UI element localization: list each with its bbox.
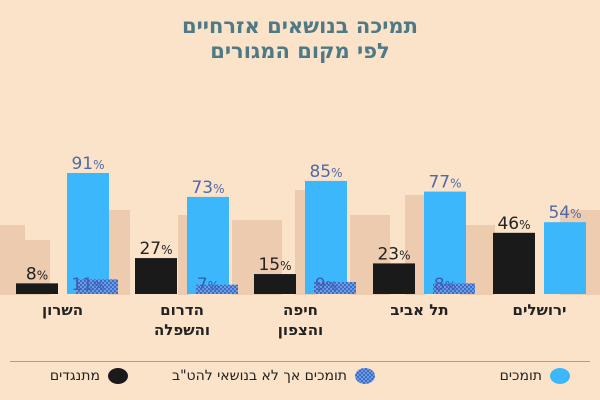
legend-item-opponents: מתנגדים bbox=[50, 368, 128, 384]
category-label: הדרום bbox=[160, 301, 204, 319]
legend-swatch bbox=[108, 368, 128, 384]
data-label-opponents: 27% bbox=[139, 239, 172, 259]
legend-swatch bbox=[550, 368, 570, 384]
bar-partial-supporters bbox=[314, 282, 356, 294]
legend-swatch bbox=[355, 368, 375, 384]
category-label: ירושלים bbox=[513, 301, 567, 319]
data-label-opponents: 8% bbox=[26, 264, 48, 284]
subtitle-line: לפי מקום המגורים bbox=[210, 39, 390, 63]
chart-title: תמיכה בנושאים אזרחיים לפי מקום המגורים bbox=[0, 14, 600, 64]
building-shape bbox=[108, 210, 130, 295]
category-label: השרון bbox=[42, 301, 83, 319]
bar-supporters bbox=[305, 180, 347, 294]
legend-divider bbox=[10, 361, 590, 362]
legend-item-supporters: תומכים bbox=[500, 368, 570, 384]
bar-partial-supporters bbox=[433, 283, 475, 294]
title-line: תמיכה בנושאים אזרחיים bbox=[182, 14, 418, 38]
category-label: תל אביב bbox=[390, 301, 448, 319]
bar-opponents bbox=[16, 283, 58, 294]
legend-label: מתנגדים bbox=[49, 368, 100, 384]
bar-supporters bbox=[544, 222, 586, 294]
data-label-supporters: 54% bbox=[548, 203, 581, 223]
category-label: והצפון bbox=[278, 321, 323, 339]
data-label-partial-supporters: 9% bbox=[315, 275, 337, 295]
bar-opponents bbox=[493, 232, 535, 294]
category-label: והשפלה bbox=[154, 321, 210, 339]
data-label-opponents: 46% bbox=[497, 214, 530, 234]
category-label: חיפה bbox=[283, 301, 318, 319]
data-label-opponents: 15% bbox=[258, 255, 291, 275]
data-label-supporters: 77% bbox=[428, 173, 461, 193]
legend-label: תומכים bbox=[499, 368, 542, 384]
bar-opponents bbox=[135, 258, 177, 294]
legend: תומכים תומכים אך לא בנושאי להט"ב מתנגדים bbox=[0, 368, 600, 392]
bar-partial-supporters bbox=[196, 284, 238, 294]
data-label-partial-supporters: 7% bbox=[197, 275, 219, 295]
bar-supporters bbox=[424, 191, 466, 294]
bar-supporters bbox=[187, 196, 229, 294]
legend-item-partial-supporters: תומכים אך לא בנושאי להט"ב bbox=[172, 368, 375, 384]
data-label-supporters: 91% bbox=[71, 154, 104, 174]
data-label-supporters: 73% bbox=[191, 178, 224, 198]
bar-opponents bbox=[373, 263, 415, 294]
data-label-partial-supporters: 8% bbox=[434, 275, 456, 295]
legend-label: תומכים אך לא בנושאי להט"ב bbox=[172, 368, 347, 384]
data-label-supporters: 85% bbox=[309, 162, 342, 182]
data-label-partial-supporters: 11% bbox=[71, 275, 104, 295]
bar-partial-supporters bbox=[76, 279, 118, 294]
data-label-opponents: 23% bbox=[377, 244, 410, 264]
bar-supporters bbox=[67, 172, 109, 294]
bar-opponents bbox=[254, 274, 296, 294]
